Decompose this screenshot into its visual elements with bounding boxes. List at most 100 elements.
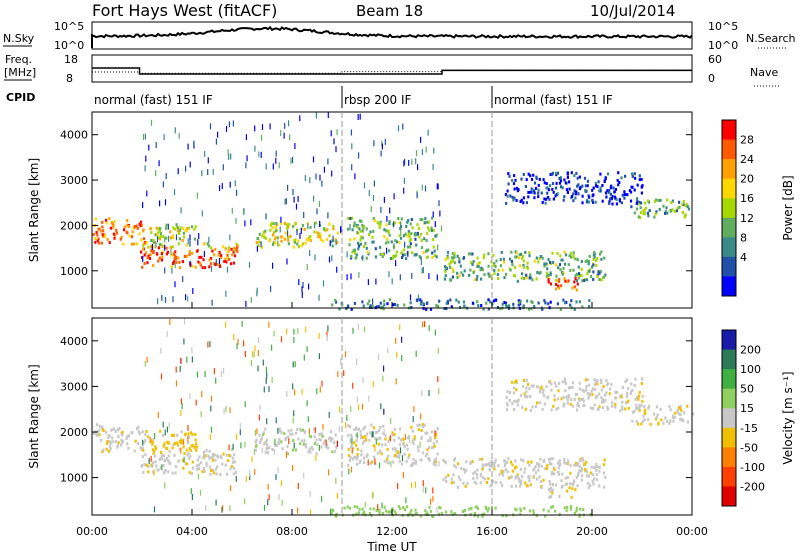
power-echo-cell bbox=[527, 307, 531, 311]
velocity-sparse-echo bbox=[399, 324, 401, 331]
power-sparse-echo bbox=[303, 212, 305, 218]
power-sparse-echo bbox=[164, 267, 166, 274]
power-echo-cell bbox=[541, 256, 544, 260]
velocity-echo-cell bbox=[537, 464, 540, 468]
power-echo-cell bbox=[401, 256, 404, 260]
power-echo-cell bbox=[639, 211, 643, 215]
power-echo-cell bbox=[264, 236, 267, 240]
power-echo-cell bbox=[208, 258, 211, 262]
power-echo-cell bbox=[608, 201, 611, 205]
velocity-echo-cell bbox=[386, 460, 389, 464]
velocity-echo-cell bbox=[610, 382, 613, 386]
power-echo-cell bbox=[400, 236, 403, 240]
power-echo-cell bbox=[127, 225, 130, 228]
power-echo-cell bbox=[150, 239, 153, 242]
velocity-echo-cell bbox=[434, 436, 437, 440]
power-echo-cell bbox=[379, 220, 382, 224]
velocity-sparse-echo bbox=[437, 376, 439, 383]
power-echo-cell bbox=[556, 251, 559, 255]
velocity-echo-cell bbox=[553, 468, 556, 471]
power-sparse-echo bbox=[301, 291, 303, 298]
power-echo-cell bbox=[576, 184, 579, 188]
velocity-echo-cell bbox=[158, 458, 162, 462]
power-echo-cell bbox=[587, 259, 590, 263]
velocity-echo-cell bbox=[329, 430, 332, 434]
power-echo-cell bbox=[552, 260, 555, 264]
power-echo-cell bbox=[213, 253, 216, 257]
velocity-sparse-echo bbox=[318, 333, 320, 339]
power-echo-cell bbox=[547, 276, 550, 280]
velocity-echo-cell bbox=[222, 452, 225, 456]
velocity-echo-cell bbox=[320, 445, 323, 449]
velocity-echo-cell bbox=[207, 454, 210, 458]
velocity-echo-cell bbox=[571, 404, 574, 408]
velocity-echo-cell bbox=[153, 454, 157, 458]
power-echo-cell bbox=[319, 235, 322, 239]
velocity-echo-cell bbox=[484, 463, 487, 467]
velocity-echo-cell bbox=[229, 454, 232, 458]
power-echo-cell bbox=[451, 252, 454, 256]
power-echo-cell bbox=[217, 253, 220, 257]
velocity-echo-cell bbox=[196, 458, 199, 462]
velocity-echo-cell bbox=[172, 443, 175, 447]
power-echo-cell bbox=[106, 238, 109, 241]
power-sparse-echo bbox=[187, 238, 189, 245]
power-echo-cell bbox=[173, 257, 176, 261]
velocity-echo-cell bbox=[286, 452, 290, 456]
power-sparse-echo bbox=[340, 226, 342, 233]
power-echo-cell bbox=[599, 270, 602, 273]
power-echo-cell bbox=[533, 304, 536, 308]
power-echo-cell bbox=[572, 199, 575, 203]
velocity-sparse-echo bbox=[278, 494, 280, 501]
velocity-echo-cell bbox=[566, 476, 569, 479]
power-echo-cell bbox=[613, 190, 616, 194]
velocity-sparse-echo bbox=[318, 444, 320, 451]
velocity-sparse-echo bbox=[374, 458, 376, 465]
power-sparse-echo bbox=[280, 216, 282, 223]
velocity-echo-cell bbox=[595, 380, 598, 384]
power-echo-cell bbox=[356, 231, 359, 235]
velocity-sparse-echo bbox=[292, 417, 294, 424]
velocity-echo-cell bbox=[579, 465, 582, 469]
power-sparse-echo bbox=[332, 235, 334, 242]
velocity-echo-cell bbox=[109, 447, 112, 451]
power-echo-cell bbox=[637, 215, 640, 219]
velocity-echo-cell bbox=[308, 434, 311, 438]
velocity-sparse-echo bbox=[148, 458, 150, 465]
velocity-sparse-echo bbox=[249, 474, 251, 481]
power-echo-cell bbox=[444, 257, 447, 261]
velocity-echo-cell bbox=[464, 484, 467, 488]
velocity-echo-cell bbox=[536, 462, 539, 465]
velocity-echo-cell bbox=[638, 394, 641, 398]
velocity-echo-cell bbox=[509, 460, 513, 464]
power-echo-cell bbox=[365, 256, 368, 260]
power-echo-cell bbox=[592, 257, 595, 261]
power-sparse-echo bbox=[346, 274, 348, 281]
power-sparse-echo bbox=[383, 196, 385, 203]
velocity-sparse-echo bbox=[253, 351, 255, 358]
velocity-echo-cell bbox=[516, 381, 519, 385]
velocity-echo-cell bbox=[271, 447, 274, 451]
velocity-echo-cell bbox=[635, 407, 638, 411]
power-echo-cell bbox=[222, 245, 225, 249]
power-echo-cell bbox=[414, 237, 417, 241]
power-echo-cell bbox=[357, 244, 361, 248]
velocity-echo-cell bbox=[436, 452, 439, 456]
power-echo-cell bbox=[446, 250, 450, 254]
power-echo-cell bbox=[443, 277, 446, 281]
frequency-line bbox=[92, 67, 692, 75]
velocity-echo-cell bbox=[432, 442, 435, 446]
power-echo-cell bbox=[190, 225, 194, 229]
velocity-echo-cell bbox=[466, 481, 469, 485]
velocity-echo-cell bbox=[573, 463, 576, 467]
power-echo-cell bbox=[462, 305, 465, 309]
velocity-sparse-echo bbox=[356, 432, 358, 439]
velocity-echo-cell bbox=[527, 382, 530, 386]
velocity-echo-cell bbox=[523, 506, 526, 510]
power-echo-cell bbox=[423, 237, 426, 241]
power-echo-cell bbox=[449, 298, 452, 302]
power-echo-cell bbox=[223, 259, 226, 263]
power-sparse-echo bbox=[439, 210, 441, 217]
velocity-echo-cell bbox=[303, 431, 307, 435]
power-sparse-echo bbox=[232, 120, 234, 127]
